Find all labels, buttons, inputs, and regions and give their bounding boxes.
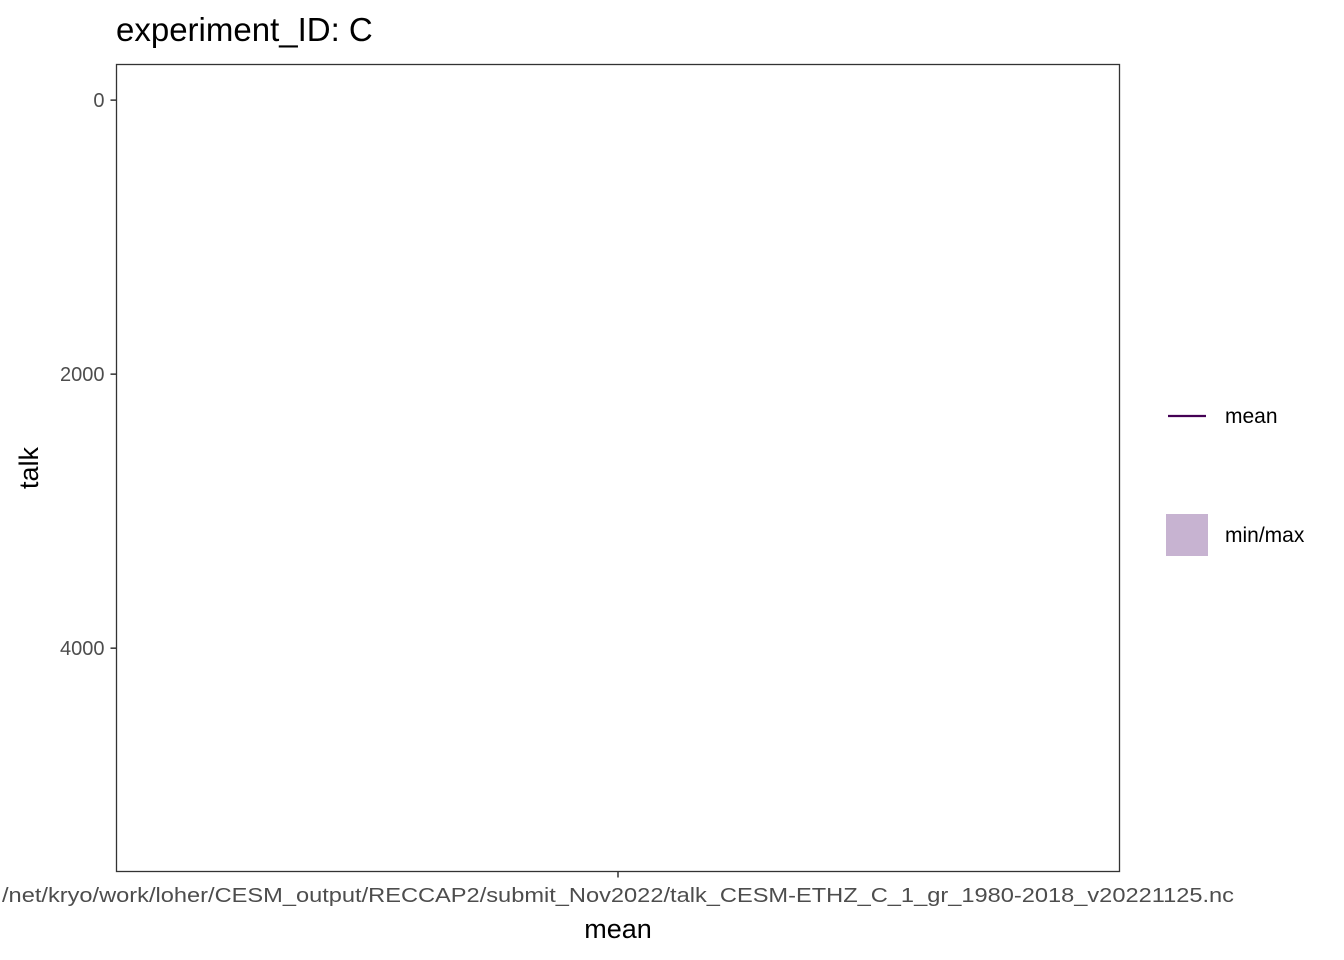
legend: mean min/max: [1166, 405, 1305, 556]
x-tick-label: /net/kryo/work/loher/CESM_output/RECCAP2…: [2, 885, 1234, 907]
y-axis: 0 2000 4000: [60, 90, 117, 660]
legend-label: mean: [1225, 405, 1278, 428]
y-tick-label: 0: [93, 90, 104, 112]
legend-key-minmax-swatch: [1166, 514, 1208, 556]
x-axis-title: mean: [584, 914, 652, 944]
chart-title: experiment_ID: C: [116, 11, 373, 48]
x-axis: /net/kryo/work/loher/CESM_output/RECCAP2…: [2, 871, 1234, 907]
plot-panel: [115, 63, 1121, 873]
legend-label: min/max: [1225, 524, 1305, 547]
y-axis-title: talk: [14, 446, 44, 489]
y-tick-label: 4000: [60, 638, 105, 660]
y-tick-label: 2000: [60, 364, 105, 386]
